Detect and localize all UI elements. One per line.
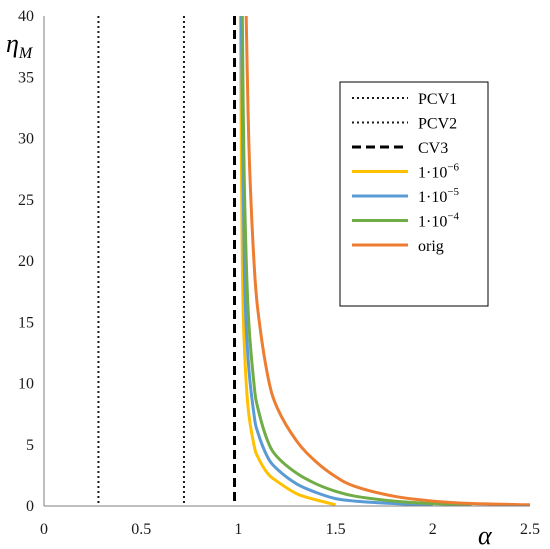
y-axis-label-sub: M (18, 45, 34, 62)
x-tick-label: 2 (429, 521, 437, 538)
y-axis-label: ηM (6, 29, 34, 62)
legend-label-exponent: −5 (447, 186, 459, 198)
legend-label-text: 1·10 (418, 214, 447, 231)
series-line-2 (240, 16, 472, 506)
legend-label-exponent: −4 (447, 211, 459, 223)
x-tick-label: 0.5 (131, 521, 151, 538)
y-tick-label: 15 (18, 314, 34, 331)
y-tick-label: 30 (18, 131, 34, 148)
y-axis-label-main: η (6, 29, 19, 58)
legend-label-text: orig (418, 238, 444, 255)
vertical-reference-lines (97, 16, 237, 506)
axis-labels: α ηM (6, 29, 493, 549)
y-tick-label: 5 (26, 437, 34, 454)
y-tick-label: 0 (26, 498, 34, 515)
y-tick-label: 20 (18, 253, 34, 270)
x-tick-label: 1 (234, 521, 242, 538)
x-tick-label: 2.5 (520, 521, 540, 538)
legend-box (339, 81, 489, 307)
series-line-1 (239, 16, 433, 506)
x-axis-label: α (478, 521, 493, 549)
y-tick-label: 40 (18, 8, 34, 25)
legend-label-2: CV3 (418, 140, 448, 157)
y-tick-label: 10 (18, 376, 34, 393)
legend-label-text: PCV1 (418, 91, 457, 108)
series-lines (238, 16, 530, 506)
legend-label-text: CV3 (418, 140, 448, 157)
legend-label-text: 1·10 (418, 165, 447, 182)
legend-label-5: 1·10−4 (418, 211, 460, 231)
y-tick-label: 35 (18, 69, 34, 86)
legend-label-1: PCV2 (418, 116, 457, 133)
legend-label-exponent: −6 (447, 162, 459, 174)
legend-label-6: orig (418, 238, 444, 255)
x-tick-label: 0 (40, 521, 48, 538)
legend-label-text: PCV2 (418, 116, 457, 133)
legend-label-0: PCV1 (418, 91, 457, 108)
legend-label-4: 1·10−5 (418, 186, 460, 206)
x-tick-label: 1.5 (326, 521, 346, 538)
legend-label-3: 1·10−6 (418, 162, 460, 182)
legend-label-text: 1·10 (418, 189, 447, 206)
y-tick-label: 25 (18, 192, 34, 209)
axes (43, 16, 530, 507)
series-line-0 (238, 16, 336, 506)
series-line-3 (244, 16, 530, 506)
tick-labels: 0 0.5 1 1.5 2 2.5 0 5 10 15 20 25 30 35 40 (18, 8, 540, 538)
